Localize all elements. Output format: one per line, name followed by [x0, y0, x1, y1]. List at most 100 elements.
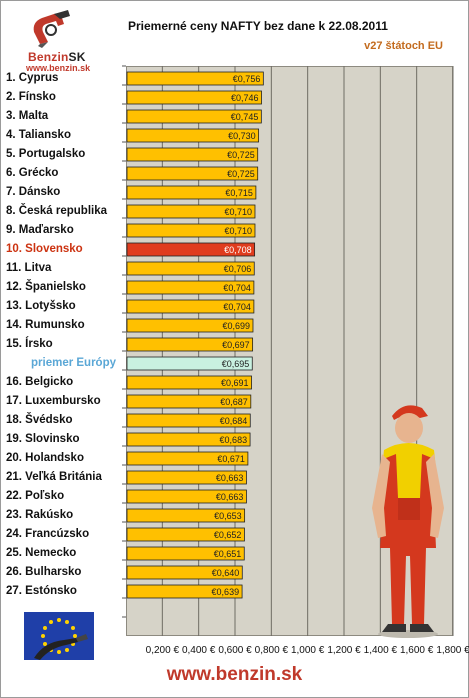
bar-value-label: €0,671: [217, 454, 245, 464]
bar-value-label: €0,710: [224, 226, 252, 236]
bar: [126, 394, 252, 409]
country-label: 4. Taliansko: [6, 129, 71, 141]
logo-url: www.benzin.sk: [26, 63, 91, 73]
bar: [126, 546, 245, 561]
bar-value-label: €0,745: [231, 112, 259, 122]
bar: [126, 223, 256, 238]
bar-value-label: €0,691: [221, 378, 249, 388]
bar: [126, 489, 247, 504]
country-label: 16. Belgicko: [6, 376, 74, 388]
x-tick-label: 0,200 €: [145, 645, 180, 656]
bar: [126, 261, 255, 276]
x-tick-label: 1,200 €: [327, 645, 361, 656]
bar: [126, 299, 255, 314]
bar-value-label: €0,706: [224, 264, 252, 274]
country-label: 3. Malta: [6, 110, 49, 122]
bar-value-label: €0,710: [224, 207, 252, 217]
bar-value-label: €0,699: [222, 321, 250, 331]
bar-value-label: €0,697: [222, 340, 250, 350]
country-label: 7. Dánsko: [6, 186, 61, 198]
bar: [126, 147, 259, 162]
bar-value-label: €0,639: [212, 587, 240, 597]
bar-value-label: €0,652: [214, 530, 242, 540]
fuel-nozzle-icon: [33, 10, 70, 48]
bar: [126, 413, 251, 428]
bar-value-label: €0,715: [225, 188, 253, 198]
bar-value-label: €0,651: [214, 549, 242, 559]
bar: [126, 508, 246, 523]
bar-value-label: €0,684: [220, 416, 248, 426]
logo-text: BenzinSK: [28, 50, 86, 64]
country-label: 26. Bulharsko: [6, 566, 82, 578]
country-label: 18. Švédsko: [6, 414, 73, 426]
bar-value-label: €0,695: [222, 359, 250, 369]
chart-subtitle: v27 štátoch EU: [364, 40, 443, 52]
country-label: 23. Rakúsko: [6, 509, 74, 521]
bar: [126, 128, 260, 143]
country-label: 12. Španielsko: [6, 281, 86, 293]
country-label: 19. Slovinsko: [6, 433, 80, 445]
country-label: 13. Lotyšsko: [6, 300, 76, 312]
average-label: priemer Európy: [31, 357, 116, 369]
x-tick-label: 0,400 €: [181, 645, 216, 656]
bar: [126, 318, 254, 333]
bar: [126, 470, 247, 485]
country-label: 10. Slovensko: [6, 243, 83, 255]
bar: [126, 109, 262, 124]
bar: [126, 185, 257, 200]
chart-title: Priemerné ceny NAFTY bez dane k 22.08.20…: [128, 19, 388, 33]
bar: [126, 166, 259, 181]
bar-value-label: €0,663: [216, 492, 244, 502]
country-label: 9. Maďarsko: [6, 224, 74, 236]
bar-value-label: €0,687: [220, 397, 248, 407]
bar: [126, 565, 243, 580]
bar: [126, 242, 256, 257]
x-tick-label: 1,600 €: [399, 645, 434, 656]
bar: [126, 527, 245, 542]
country-label: 22. Poľsko: [6, 490, 65, 502]
bar: [126, 280, 255, 295]
country-label: 27. Estónsko: [6, 585, 77, 597]
bar: [126, 90, 262, 105]
country-label: 21. Veľká Británia: [6, 471, 102, 483]
bar: [126, 204, 256, 219]
x-tick-label: 0,800 €: [254, 645, 289, 656]
bar-value-label: €0,746: [231, 93, 259, 103]
country-label: 25. Nemecko: [6, 547, 77, 559]
country-label: 6. Grécko: [6, 167, 59, 179]
bar: [126, 432, 251, 447]
country-label: 1. Cyprus: [6, 72, 59, 84]
bar: [126, 375, 252, 390]
country-label: 5. Portugalsko: [6, 148, 86, 160]
country-label: 20. Holandsko: [6, 452, 84, 464]
country-label: 11. Litva: [6, 262, 52, 274]
bar-value-label: €0,640: [212, 568, 240, 578]
bar-value-label: €0,683: [220, 435, 248, 445]
bar: [126, 451, 249, 466]
x-tick-label: 1,400 €: [363, 645, 398, 656]
x-tick-label: 1,000 €: [290, 645, 325, 656]
mascot-illustration: [372, 405, 444, 638]
country-label: 14. Rumunsko: [6, 319, 85, 331]
x-tick-label: 0,600 €: [218, 645, 252, 656]
bar-value-label: €0,704: [223, 302, 251, 312]
benzin-logo[interactable]: BenzinSK www.benzin.sk: [10, 8, 90, 73]
country-label: 8. Česká republika: [6, 205, 107, 217]
bar: [126, 337, 254, 352]
x-tick-label: 1,800 €: [436, 645, 469, 656]
bar-value-label: €0,725: [227, 169, 255, 179]
country-label: 17. Luxembursko: [6, 395, 101, 407]
bar-value-label: €0,663: [216, 473, 244, 483]
country-label: 2. Fínsko: [6, 91, 56, 103]
bar-value-label: €0,653: [214, 511, 242, 521]
bar-value-label: €0,730: [228, 131, 256, 141]
bar-value-label: €0,708: [224, 245, 252, 255]
bar: [126, 584, 243, 599]
bar-value-label: €0,756: [233, 74, 261, 84]
bar-value-label: €0,725: [227, 150, 255, 160]
average-bar: [126, 356, 253, 371]
footer-url[interactable]: www.benzin.sk: [166, 664, 303, 685]
bar: [126, 71, 264, 86]
country-label: 15. Írsko: [6, 338, 53, 350]
